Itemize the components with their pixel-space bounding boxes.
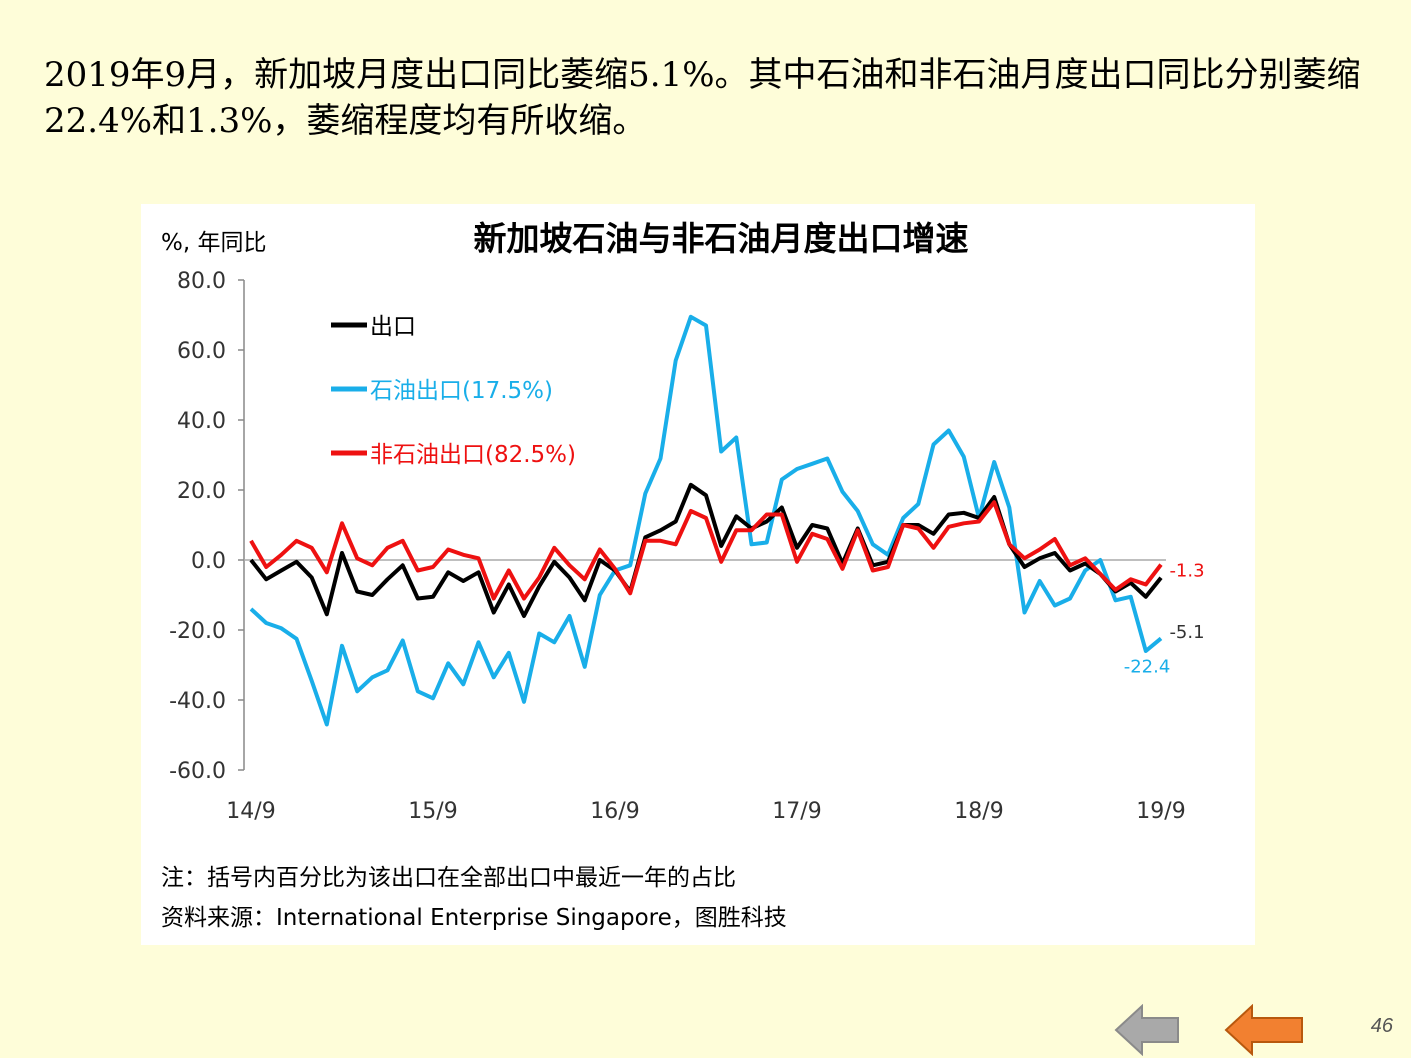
y-tick-label: 40.0 (177, 409, 226, 434)
left-arrow-gray-icon (1114, 1004, 1179, 1056)
x-tick-label: 16/9 (590, 799, 639, 824)
left-arrow-orange-icon (1224, 1004, 1303, 1056)
source-note: 资料来源：International Enterprise Singapore，… (161, 905, 787, 931)
prev-page-button[interactable] (1112, 1004, 1184, 1056)
y-tick-label: -40.0 (169, 689, 226, 714)
y-axis-label: %, 年同比 (161, 230, 266, 256)
end-value-label: -1.3 (1169, 561, 1204, 582)
headline: 2019年9月，新加坡月度出口同比萎缩5.1%。其中石油和非石油月度出口同比分别… (44, 55, 1361, 141)
x-tick-label: 17/9 (772, 799, 821, 824)
legend-label: 非石油出口(82.5%) (370, 442, 576, 468)
x-tick-label: 19/9 (1136, 799, 1185, 824)
y-tick-label: 0.0 (191, 549, 226, 574)
end-value-label: -22.4 (1124, 656, 1171, 677)
end-value-label: -5.1 (1169, 622, 1204, 643)
next-page-button[interactable] (1222, 1004, 1308, 1056)
y-tick-label: -20.0 (169, 619, 226, 644)
y-tick-label: -60.0 (169, 759, 226, 784)
x-tick-label: 14/9 (226, 799, 275, 824)
series-line-2 (249, 500, 1163, 601)
y-tick-label: 60.0 (177, 339, 226, 364)
chart-title: 新加坡石油与非石油月度出口增速 (474, 219, 969, 258)
legend-label: 出口 (370, 314, 416, 340)
y-tick-label: 80.0 (177, 269, 226, 294)
y-tick-label: 20.0 (177, 479, 226, 504)
footnote: 注：括号内百分比为该出口在全部出口中最近一年的占比 (161, 865, 736, 891)
legend-label: 石油出口(17.5%) (370, 378, 553, 404)
chart-panel: 新加坡石油与非石油月度出口增速 %, 年同比 80.0 60.0 40.0 20.0 0… (141, 204, 1255, 945)
page-number: 46 (1370, 1015, 1393, 1037)
line-chart: 新加坡石油与非石油月度出口增速 %, 年同比 80.0 60.0 40.0 20.0 0… (161, 219, 1205, 824)
x-tick-label: 18/9 (954, 799, 1003, 824)
x-tick-label: 15/9 (408, 799, 457, 824)
